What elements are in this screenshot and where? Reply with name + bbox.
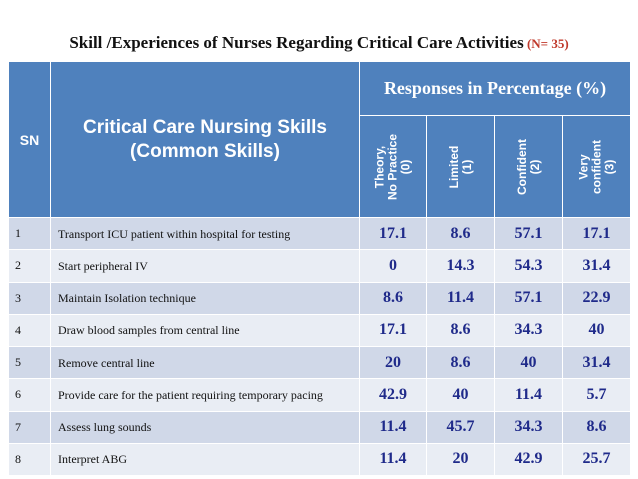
value-theory: 17.1	[359, 216, 427, 251]
table-row: 3 Maintain Isolation technique 8.6 11.4 …	[8, 281, 632, 315]
header-sn: SN	[8, 61, 51, 218]
value-confident: 54.3	[494, 249, 563, 283]
row-sn: 1	[8, 216, 51, 251]
value-very-confident: 22.9	[561, 281, 632, 315]
value-very-confident: 25.7	[561, 442, 632, 477]
row-sn: 6	[8, 378, 51, 412]
row-skill: Start peripheral IV	[50, 249, 360, 283]
row-sn: 8	[8, 442, 51, 477]
value-confident: 40	[494, 345, 563, 380]
value-very-confident: 17.1	[561, 216, 632, 251]
table-row: 5 Remove central line 20 8.6 40 31.4	[8, 345, 632, 380]
table-row: 8 Interpret ABG 11.4 20 42.9 25.7	[8, 442, 632, 477]
value-theory: 0	[359, 249, 427, 283]
value-confident: 11.4	[494, 378, 563, 412]
header-row-levels: Theory, No Practice (0) Limited (1) Confide…	[9, 115, 632, 218]
table-row: 2 Start peripheral IV 0 14.3 54.3 31.4	[8, 249, 632, 283]
table-row: 1 Transport ICU patient within hospital …	[8, 216, 632, 251]
row-sn: 5	[8, 345, 51, 380]
slide-title: Skill /Experiences of Nurses Regarding C…	[0, 33, 638, 53]
value-limited: 11.4	[426, 281, 495, 315]
title-text: Skill /Experiences of Nurses Regarding C…	[69, 33, 524, 52]
value-theory: 42.9	[359, 378, 427, 412]
row-sn: 3	[8, 281, 51, 315]
value-theory: 17.1	[359, 313, 427, 348]
row-sn: 2	[8, 249, 51, 283]
value-limited: 40	[426, 378, 495, 412]
value-limited: 20	[426, 442, 495, 477]
value-confident: 57.1	[494, 281, 563, 315]
header-responses: Responses in Percentage (%)	[358, 61, 632, 116]
row-sn: 4	[8, 313, 51, 348]
header-row-top: SN Critical Care Nursing Skills (Common …	[8, 61, 632, 218]
value-confident: 42.9	[494, 442, 563, 477]
header-skill: Critical Care Nursing Skills (Common Ski…	[50, 61, 360, 218]
skills-table: SN Critical Care Nursing Skills (Common …	[8, 61, 632, 477]
value-confident: 57.1	[494, 216, 563, 251]
header-level-0: Theory, No Practice (0)	[359, 115, 427, 218]
value-theory: 20	[359, 345, 427, 380]
value-very-confident: 31.4	[561, 345, 632, 380]
value-limited: 8.6	[426, 313, 495, 348]
value-limited: 14.3	[426, 249, 495, 283]
value-limited: 45.7	[426, 410, 495, 444]
value-confident: 34.3	[494, 313, 563, 348]
header-level-2: Confident (2)	[494, 115, 563, 218]
row-sn: 7	[8, 410, 51, 444]
table-row: 4 Draw blood samples from central line 1…	[8, 313, 632, 348]
sample-size-label: (N= 35)	[523, 36, 569, 51]
row-skill: Remove central line	[50, 345, 360, 380]
value-very-confident: 8.6	[561, 410, 632, 444]
value-limited: 8.6	[426, 216, 495, 251]
row-skill: Draw blood samples from central line	[50, 313, 360, 348]
row-skill: Maintain Isolation technique	[50, 281, 360, 315]
value-very-confident: 31.4	[561, 249, 632, 283]
value-confident: 34.3	[494, 410, 563, 444]
row-skill: Transport ICU patient within hospital fo…	[50, 216, 360, 251]
value-theory: 11.4	[359, 442, 427, 477]
value-theory: 8.6	[359, 281, 427, 315]
value-very-confident: 5.7	[561, 378, 632, 412]
row-skill: Interpret ABG	[50, 442, 360, 477]
table-row: 6 Provide care for the patient requiring…	[8, 378, 632, 412]
value-theory: 11.4	[359, 410, 427, 444]
table-row: 7 Assess lung sounds 11.4 45.7 34.3 8.6	[8, 410, 632, 444]
header-level-3: Very confident (3)	[561, 115, 632, 218]
value-limited: 8.6	[426, 345, 495, 380]
header-level-1: Limited (1)	[426, 115, 495, 218]
row-skill: Assess lung sounds	[50, 410, 360, 444]
row-skill: Provide care for the patient requiring t…	[50, 378, 360, 412]
value-very-confident: 40	[561, 313, 632, 348]
